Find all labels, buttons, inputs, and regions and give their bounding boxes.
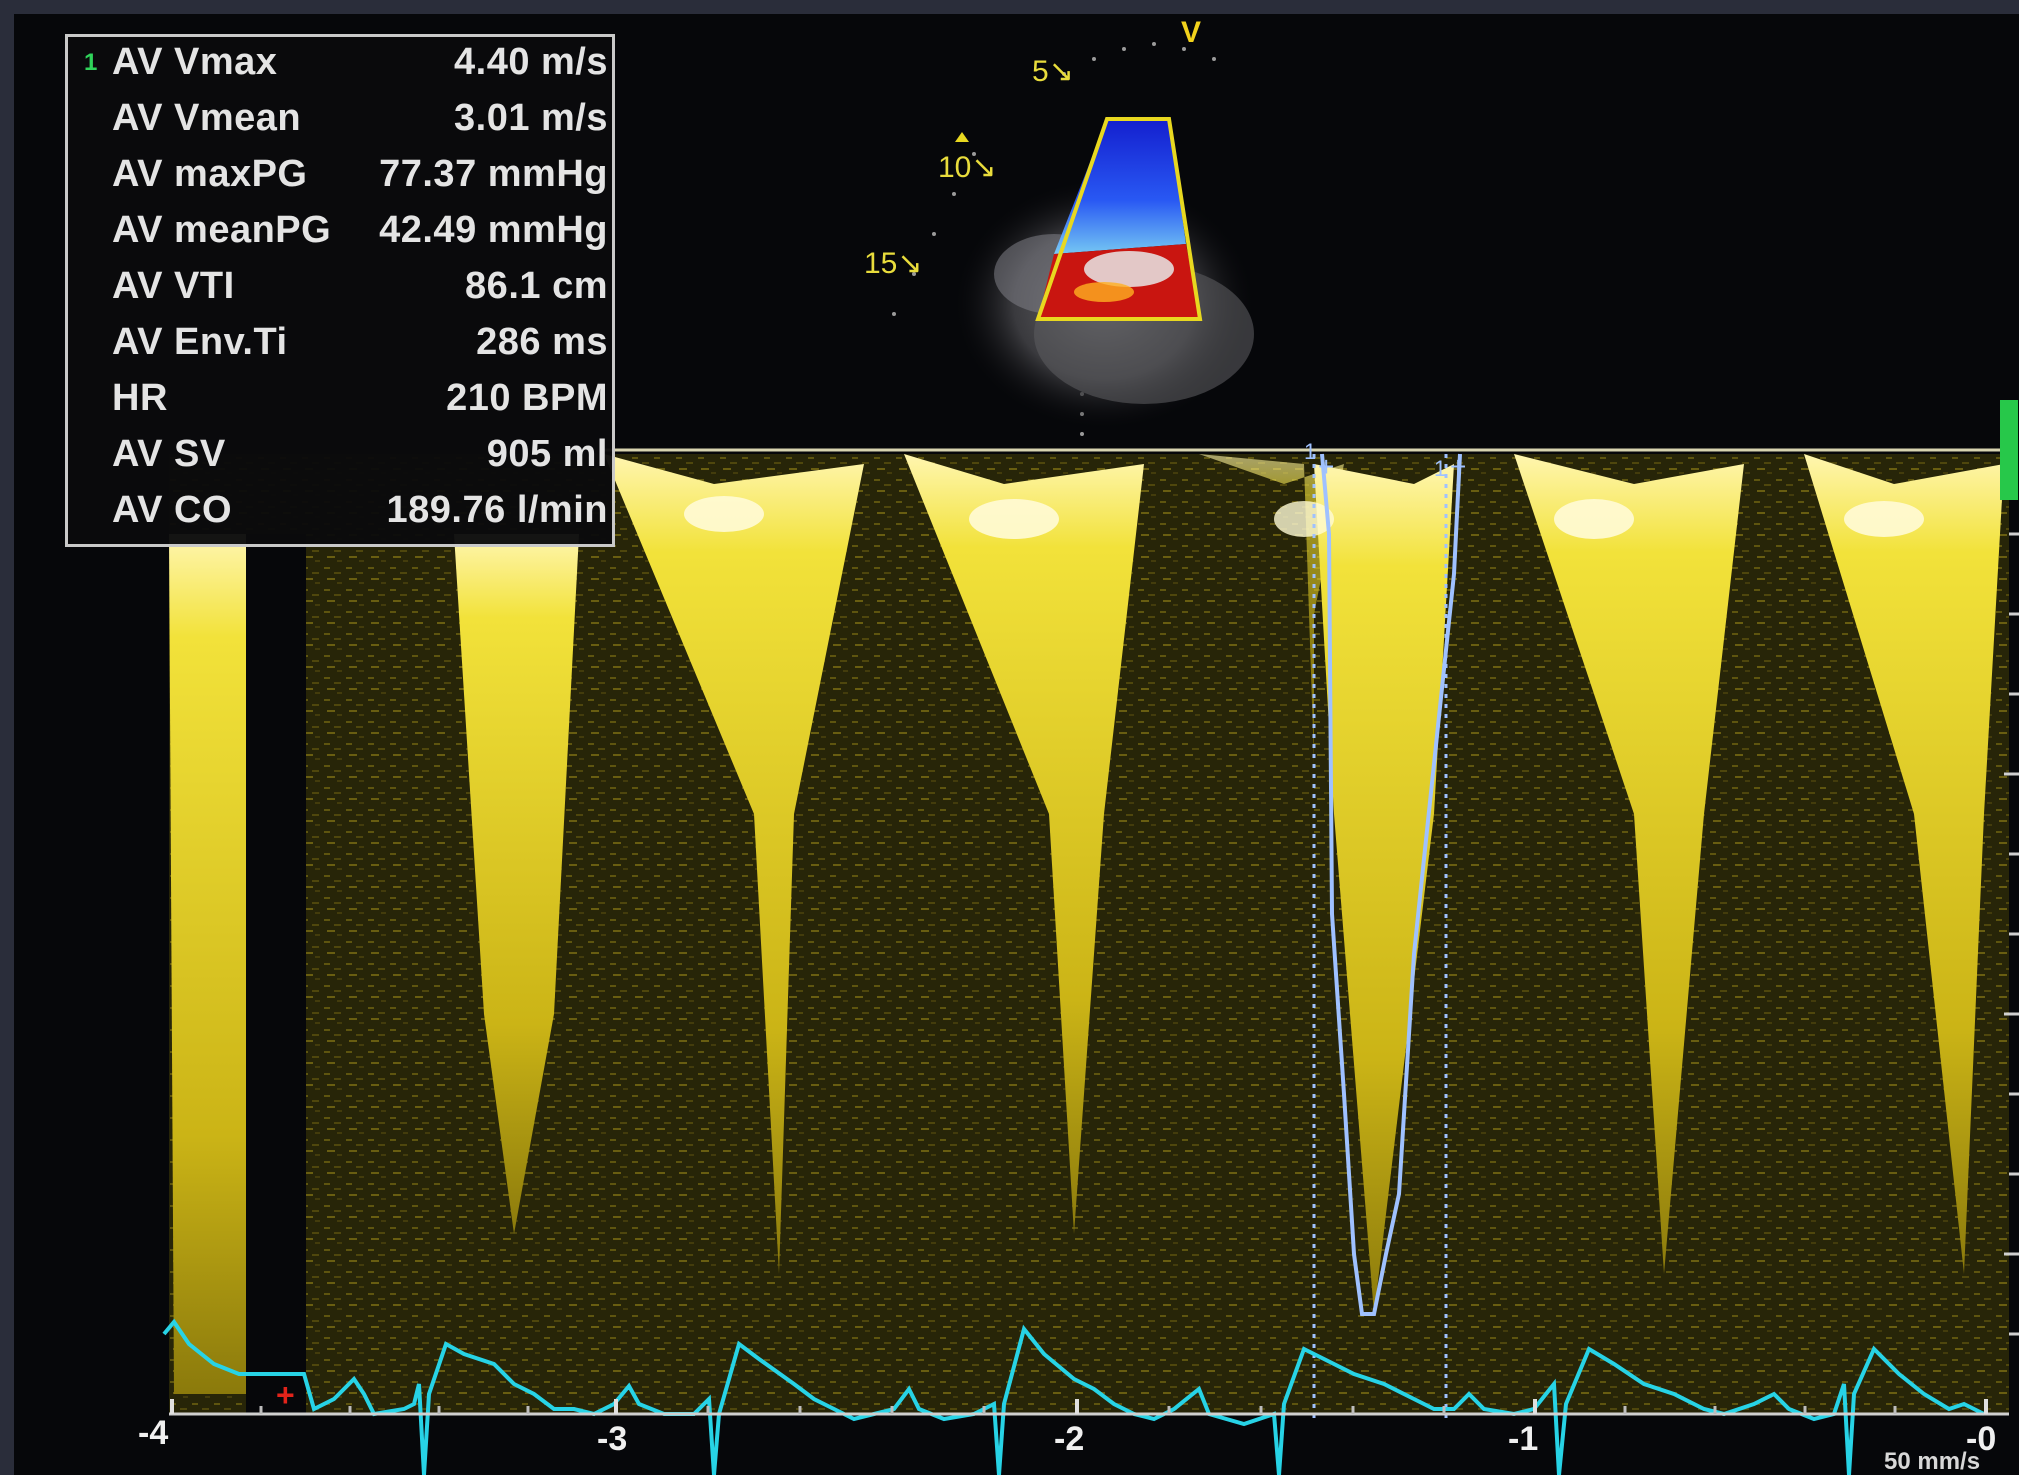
time-label-minus-3: -3 xyxy=(597,1420,628,1458)
caliper-cross-start: + xyxy=(1318,451,1334,482)
measurement-label: AV Vmax xyxy=(112,41,278,83)
measurement-value: 42.49 mmHg xyxy=(379,209,608,251)
view-marker: V xyxy=(1181,16,1202,49)
measurement-label: AV VTI xyxy=(112,265,235,307)
measurement-label: AV Env.Ti xyxy=(112,321,288,363)
orientation-marker-icon xyxy=(955,132,969,142)
measurement-value: 189.76 l/min xyxy=(386,489,608,531)
measurement-label: AV maxPG xyxy=(112,153,308,195)
measurement-row-av-meanpg: AV meanPG 42.49 mmHg xyxy=(68,209,612,265)
measurement-value: 86.1 cm xyxy=(465,265,608,307)
measurement-value: 905 ml xyxy=(486,433,608,475)
spectral-envelopes xyxy=(169,454,2004,1394)
measurement-value: 3.01 m/s xyxy=(454,97,608,139)
velocity-scale xyxy=(2004,532,2019,1336)
measurement-value: 77.37 mmHg xyxy=(379,153,608,195)
measurement-row-hr: HR 210 BPM xyxy=(68,377,612,433)
vti-trace xyxy=(1320,453,1462,1316)
measurement-value: 286 ms xyxy=(476,321,608,363)
time-label-minus-2: -2 xyxy=(1054,1420,1085,1458)
time-label-0: -0 xyxy=(1966,1420,1997,1458)
time-label-minus-4: -4 xyxy=(138,1414,169,1452)
measurement-label: HR xyxy=(112,377,168,419)
measurement-label: AV CO xyxy=(112,489,233,531)
measurement-label: AV meanPG xyxy=(112,209,332,251)
measurement-label: AV SV xyxy=(112,433,226,475)
measurement-row-av-vti: AV VTI 86.1 cm xyxy=(68,265,612,321)
measurement-row-av-env-ti: AV Env.Ti 286 ms xyxy=(68,321,612,377)
green-indicator-bar xyxy=(2000,400,2018,500)
caliper-end-mark: 1 xyxy=(1434,456,1446,481)
depth-label-10: 10↘ xyxy=(938,151,997,184)
echo-2d-image xyxy=(892,42,1254,436)
measurement-row-av-maxpg: AV maxPG 77.37 mmHg xyxy=(68,153,612,209)
measurement-row-av-vmean: AV Vmean 3.01 m/s xyxy=(68,97,612,153)
caliper-cross-end: + xyxy=(1450,451,1466,482)
time-label-minus-1: -1 xyxy=(1508,1420,1539,1458)
depth-label-5: 5↘ xyxy=(1032,55,1074,88)
measurement-value: 210 BPM xyxy=(446,377,608,419)
measurement-row-av-co: AV CO 189.76 l/min xyxy=(68,489,612,545)
sweep-speed-label: 50 mm/s xyxy=(1884,1448,1981,1475)
depth-label-15: 15↘ xyxy=(864,247,923,280)
ultrasound-screen: V 5↘ 10↘ 15↘ xyxy=(14,14,2019,1475)
time-axis-ticks xyxy=(170,1399,1988,1414)
measurement-row-av-vmax: 1 AV Vmax 4.40 m/s xyxy=(68,41,612,97)
measurement-panel: 1 AV Vmax 4.40 m/s AV Vmean 3.01 m/s AV … xyxy=(65,34,615,547)
measurement-index: 1 xyxy=(84,49,98,76)
ecg-trace xyxy=(162,1318,1985,1475)
color-box-outline xyxy=(1035,117,1203,321)
time-axis-minor-ticks xyxy=(259,1406,1897,1414)
ecg-marker-icon: + xyxy=(276,1377,295,1413)
measurement-value: 4.40 m/s xyxy=(454,41,608,83)
caliper-start-mark: 1 xyxy=(1304,439,1316,464)
doppler-spectrum: 1 1 + + + xyxy=(162,439,2019,1475)
measurement-label: AV Vmean xyxy=(112,97,302,139)
measurement-row-av-sv: AV SV 905 ml xyxy=(68,433,612,489)
